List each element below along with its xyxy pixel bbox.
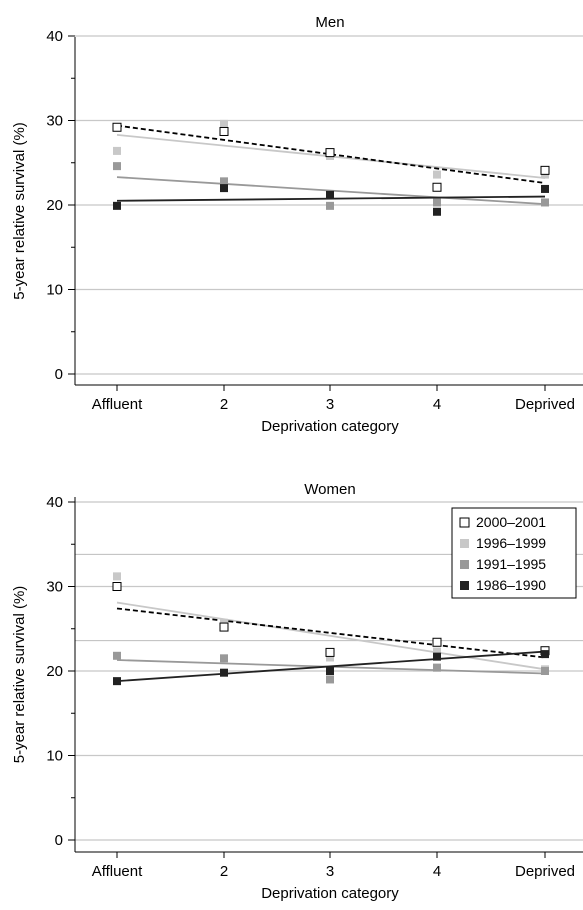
x-tick-label: Affluent — [92, 396, 143, 413]
data-point — [220, 654, 228, 663]
data-point — [433, 198, 441, 207]
data-point — [432, 637, 442, 647]
data-point — [541, 198, 549, 207]
data-point — [219, 126, 229, 136]
data-point — [113, 162, 121, 171]
trend-line — [116, 601, 546, 671]
legend-label: 1986–1990 — [476, 577, 546, 593]
legend: 2000–2001 1996–1999 1991–1995 1986–1990 — [451, 507, 577, 599]
data-point — [112, 122, 122, 132]
data-point — [325, 647, 335, 657]
x-tick-label: Deprived — [515, 396, 575, 413]
legend-swatch — [460, 539, 469, 548]
data-point — [112, 582, 122, 591]
y-tick-label: 30 — [46, 113, 63, 130]
data-point — [113, 572, 121, 581]
legend-box — [451, 507, 577, 599]
data-point — [220, 668, 228, 677]
trend-line — [116, 176, 546, 206]
data-point — [219, 622, 229, 632]
y-tick-label: 0 — [55, 832, 63, 849]
x-tick-label: Affluent — [92, 863, 143, 880]
data-point — [220, 184, 228, 193]
trend-line — [116, 650, 546, 683]
panel-title: Men — [315, 14, 344, 31]
y-tick-label: 20 — [46, 663, 63, 680]
x-tick-label: Deprived — [515, 863, 575, 880]
data-point — [433, 663, 441, 672]
data-point — [325, 148, 335, 158]
legend-swatch — [460, 581, 469, 590]
y-tick-label: 10 — [46, 748, 63, 765]
data-point — [113, 651, 121, 660]
data-point — [541, 667, 549, 675]
x-axis-title: Deprivation category — [261, 885, 399, 902]
x-tick-label: 2 — [220, 396, 228, 413]
y-tick-label: 0 — [55, 366, 63, 383]
data-point — [433, 652, 441, 661]
legend-label: 2000–2001 — [476, 514, 546, 530]
panel-title: Women — [304, 481, 355, 498]
x-axis-title: Deprivation category — [261, 418, 399, 435]
legend-label: 1991–1995 — [476, 556, 546, 572]
data-point — [326, 653, 334, 662]
data-point — [433, 207, 441, 216]
x-tick-label: 4 — [433, 396, 441, 413]
data-point — [326, 190, 334, 199]
data-point — [541, 650, 549, 659]
legend-swatch — [459, 517, 470, 528]
data-point — [540, 165, 550, 175]
data-point — [326, 667, 334, 675]
data-point — [113, 146, 121, 155]
y-tick-label: 40 — [46, 494, 63, 511]
data-point — [326, 675, 334, 684]
data-point — [220, 177, 228, 186]
data-point — [220, 119, 228, 128]
legend-swatch — [460, 560, 469, 569]
y-axis-title: 5-year relative survival (%) — [11, 586, 28, 764]
panel-women: 0 10 20 30 40 Affluent 2 3 4 Deprived Women Depriva… — [11, 481, 583, 902]
data-point — [433, 647, 441, 656]
x-tick-label: 2 — [220, 863, 228, 880]
x-tick-label: 3 — [326, 863, 334, 880]
panel-men: 0 10 20 30 40 Affluent 2 3 4 Deprived Men Deprivati… — [11, 14, 583, 435]
y-tick-label: 20 — [46, 197, 63, 214]
x-tick-label: 3 — [326, 396, 334, 413]
y-tick-label: 30 — [46, 579, 63, 596]
x-tick-label: 4 — [433, 863, 441, 880]
data-point — [113, 201, 121, 210]
y-axis-title: 5-year relative survival (%) — [11, 122, 28, 300]
data-point — [541, 184, 549, 193]
data-point — [432, 182, 442, 192]
data-point — [433, 170, 441, 179]
legend-label: 1996–1999 — [476, 535, 546, 551]
y-tick-label: 40 — [46, 28, 63, 45]
data-point — [326, 201, 334, 210]
data-point — [113, 677, 121, 686]
y-tick-label: 10 — [46, 282, 63, 299]
